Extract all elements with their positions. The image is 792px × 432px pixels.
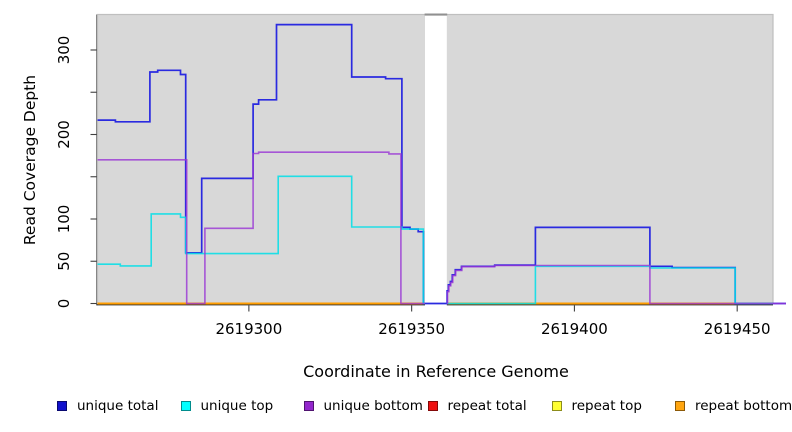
legend-item-repeat-top: repeat top xyxy=(551,398,642,414)
legend-label: repeat top xyxy=(571,398,642,414)
y-tick-label-300: 300 xyxy=(55,36,73,65)
legend-swatch-unique-bottom xyxy=(303,401,314,411)
legend-item-unique-total: unique total xyxy=(57,398,159,414)
x-tick-label-2619450: 2619450 xyxy=(704,320,771,338)
x-tick-label-2619400: 2619400 xyxy=(541,320,608,338)
legend-swatch-repeat-total xyxy=(427,401,438,411)
y-axis-title: Read Coverage Depth xyxy=(21,74,39,246)
no-data-region-cap xyxy=(424,13,448,16)
legend-label: repeat bottom xyxy=(695,398,792,414)
x-tick-label-2619350: 2619350 xyxy=(378,320,445,338)
no-data-region xyxy=(424,13,447,307)
series-line-unique-bottom-part2 xyxy=(446,264,786,305)
y-tick-label-100: 100 xyxy=(55,205,73,234)
legend-item-unique-top: unique top xyxy=(180,398,274,414)
y-tick-label-0: 0 xyxy=(55,299,73,309)
legend-swatch-repeat-bottom xyxy=(675,401,685,411)
series-line-unique-top xyxy=(97,175,425,305)
legend-item-unique-bottom: unique bottom xyxy=(303,398,423,414)
legend-label: unique total xyxy=(77,398,159,414)
legend-swatch-unique-top xyxy=(180,401,191,411)
y-tick-label-200: 200 xyxy=(55,120,73,149)
x-axis-title: Coordinate in Reference Genome xyxy=(303,362,569,381)
legend-swatch-repeat-top xyxy=(551,401,562,411)
legend-label: unique bottom xyxy=(323,398,423,414)
y-tick-label-50: 50 xyxy=(55,252,73,271)
series-line-unique-bottom xyxy=(97,151,425,305)
legend-swatch-unique-total xyxy=(57,401,67,411)
legend-label: unique top xyxy=(200,398,274,414)
x-tick-label-2619300: 2619300 xyxy=(215,320,282,338)
legend-item-repeat-bottom: repeat bottom xyxy=(675,398,792,414)
legend-item-repeat-total: repeat total xyxy=(427,398,527,414)
legend-label: repeat total xyxy=(447,398,527,414)
